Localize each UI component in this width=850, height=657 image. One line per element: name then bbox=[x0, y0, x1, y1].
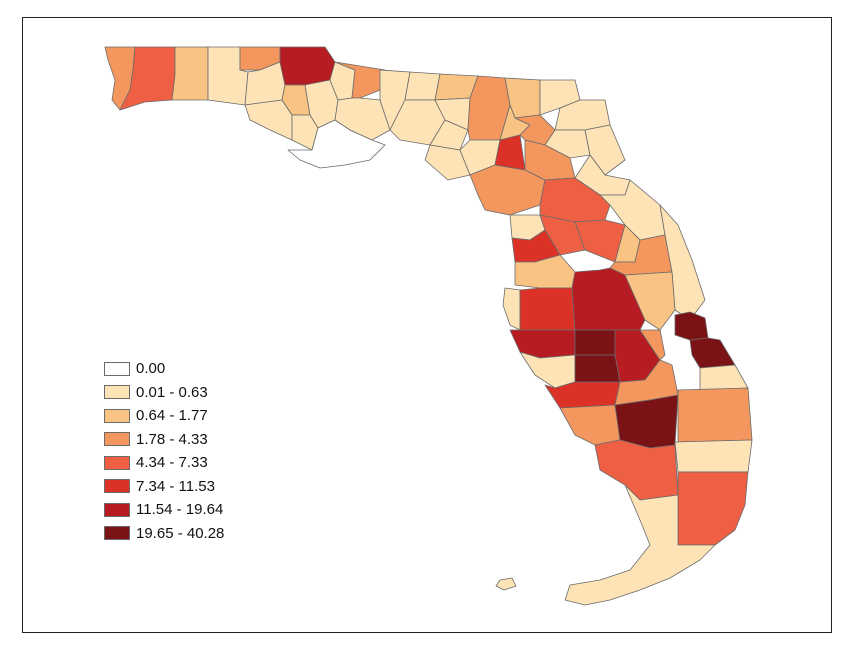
county-dixie[interactable] bbox=[424, 144, 471, 181]
county-hillsborough[interactable] bbox=[519, 287, 576, 331]
legend-label: 0.01 - 0.63 bbox=[136, 383, 208, 401]
county-clay[interactable] bbox=[544, 129, 591, 159]
legend-swatch bbox=[104, 361, 130, 376]
legend-label: 19.65 - 40.28 bbox=[136, 524, 225, 542]
county-collier[interactable] bbox=[594, 439, 679, 501]
county-monroe-keys-island[interactable] bbox=[495, 577, 517, 591]
county-monroe[interactable] bbox=[564, 484, 716, 606]
county-palm-beach[interactable] bbox=[677, 387, 753, 443]
legend-label: 11.54 - 19.64 bbox=[136, 501, 224, 519]
legend-item: 4.34 - 7.33 bbox=[104, 451, 224, 475]
legend-label: 0.64 - 1.77 bbox=[136, 407, 208, 425]
county-okeechobee[interactable] bbox=[639, 329, 666, 361]
legend-swatch bbox=[104, 432, 130, 447]
legend-item: 1.78 - 4.33 bbox=[104, 428, 224, 452]
county-franklin[interactable] bbox=[287, 119, 386, 169]
legend-swatch bbox=[104, 526, 130, 541]
county-martin[interactable] bbox=[699, 364, 749, 391]
legend: 0.00 0.01 - 0.63 0.64 - 1.77 1.78 - 4.33… bbox=[104, 357, 224, 545]
county-st-johns[interactable] bbox=[584, 124, 626, 176]
county-hardee[interactable] bbox=[574, 329, 616, 356]
legend-item: 11.54 - 19.64 bbox=[104, 498, 224, 522]
county-broward[interactable] bbox=[674, 439, 753, 473]
legend-item: 19.65 - 40.28 bbox=[104, 522, 224, 546]
legend-swatch bbox=[104, 502, 130, 517]
county-miami-dade[interactable] bbox=[677, 471, 749, 546]
legend-label: 0.00 bbox=[136, 360, 166, 378]
county-st-lucie[interactable] bbox=[689, 337, 736, 369]
legend-item: 0.00 bbox=[104, 357, 224, 381]
county-osceola[interactable] bbox=[624, 271, 676, 331]
legend-item: 0.01 - 0.63 bbox=[104, 381, 224, 405]
legend-label: 1.78 - 4.33 bbox=[136, 430, 208, 448]
legend-swatch bbox=[104, 455, 130, 470]
county-desoto[interactable] bbox=[574, 354, 621, 383]
legend-swatch bbox=[104, 479, 130, 494]
legend-item: 7.34 - 11.53 bbox=[104, 475, 224, 499]
county-pinellas[interactable] bbox=[502, 287, 521, 331]
county-jackson[interactable] bbox=[279, 46, 336, 86]
county-sumter[interactable] bbox=[539, 214, 586, 256]
county-lee[interactable] bbox=[559, 404, 621, 446]
legend-label: 7.34 - 11.53 bbox=[136, 477, 215, 495]
legend-label: 4.34 - 7.33 bbox=[136, 454, 208, 472]
county-sarasota[interactable] bbox=[519, 351, 576, 389]
county-manatee[interactable] bbox=[509, 329, 576, 359]
county-okaloosa[interactable] bbox=[171, 46, 209, 101]
county-bay[interactable] bbox=[244, 99, 293, 141]
legend-swatch bbox=[104, 385, 130, 400]
county-madison[interactable] bbox=[404, 71, 441, 101]
legend-item: 0.64 - 1.77 bbox=[104, 404, 224, 428]
county-indian-river[interactable] bbox=[674, 311, 709, 341]
legend-swatch bbox=[104, 408, 130, 423]
